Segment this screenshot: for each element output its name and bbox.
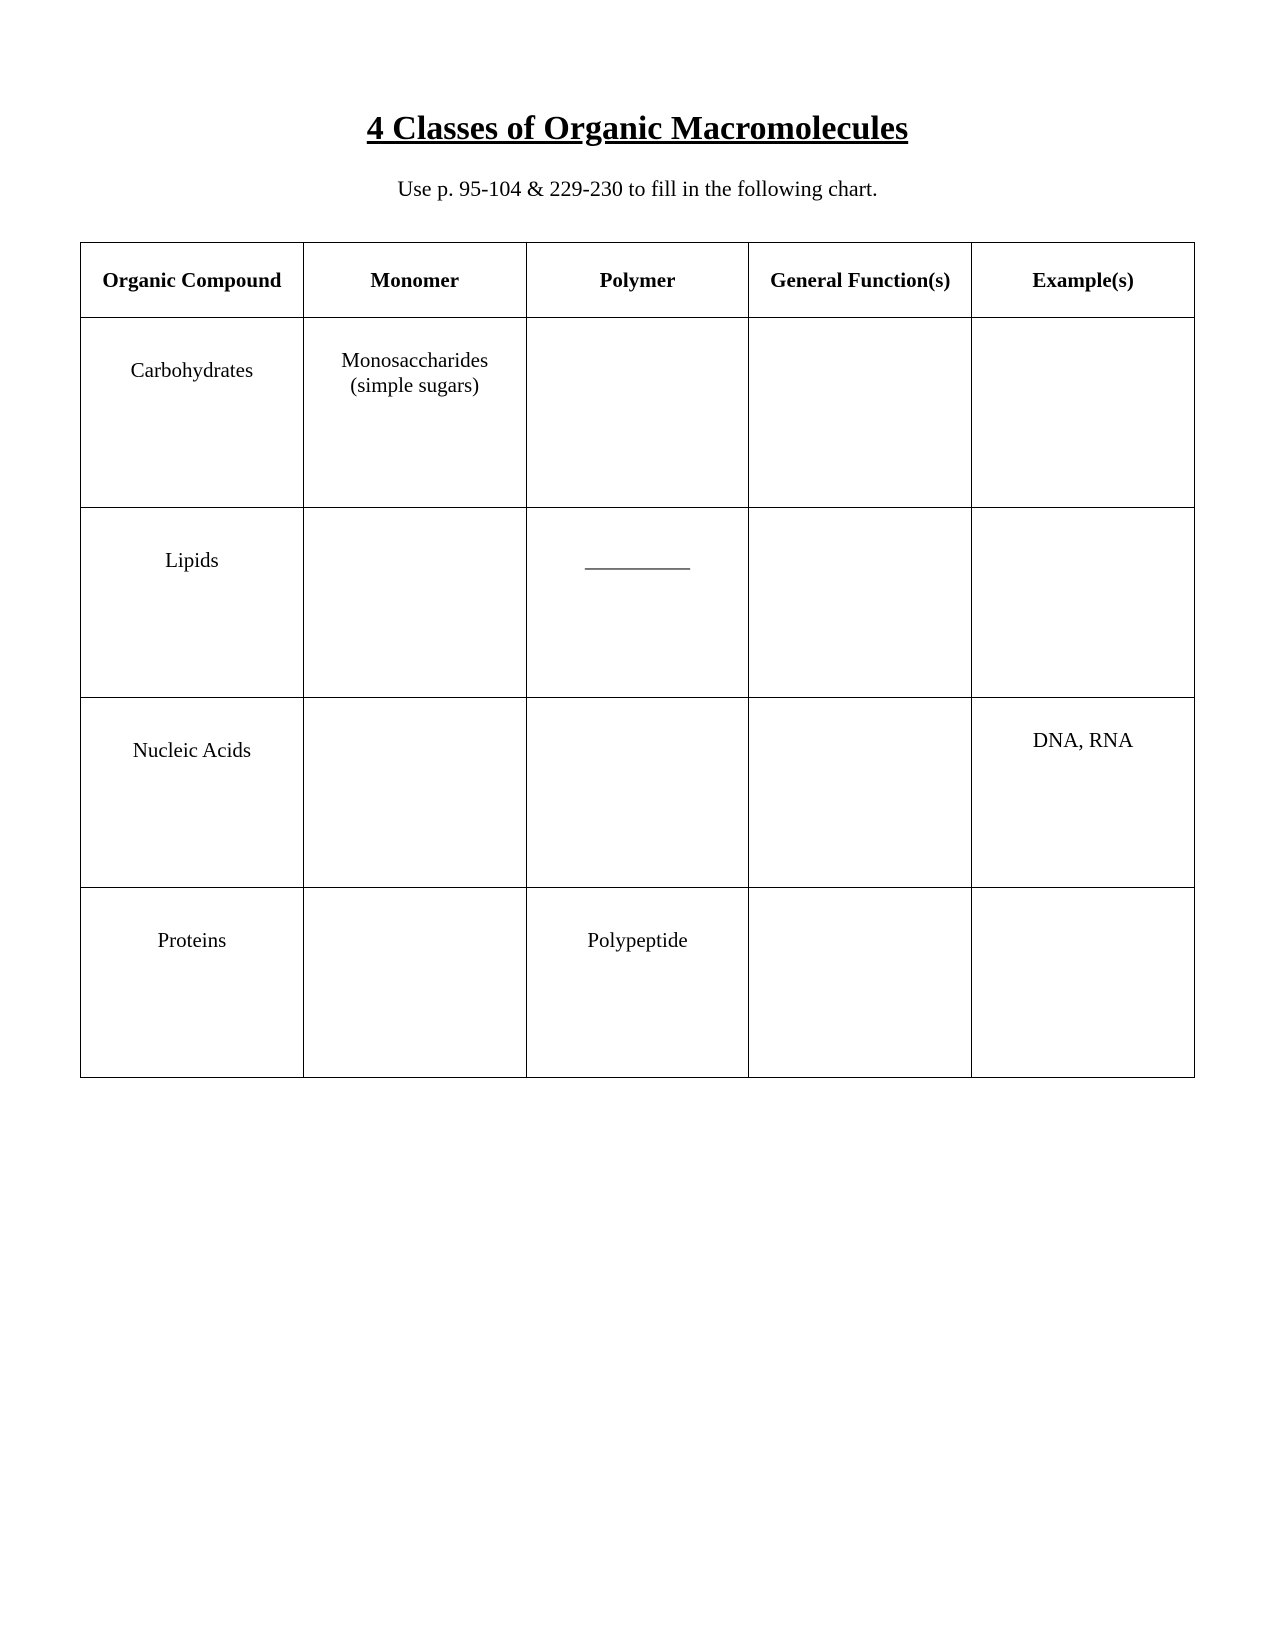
cell-polymer: [526, 698, 749, 888]
cell-example: [972, 318, 1195, 508]
col-header-monomer: Monomer: [303, 243, 526, 318]
cell-compound: Nucleic Acids: [81, 698, 304, 888]
col-header-function: General Function(s): [749, 243, 972, 318]
cell-polymer: [526, 318, 749, 508]
col-header-polymer: Polymer: [526, 243, 749, 318]
cell-polymer: __________: [526, 508, 749, 698]
cell-function: [749, 318, 972, 508]
table-header-row: Organic Compound Monomer Polymer General…: [81, 243, 1195, 318]
macromolecules-table: Organic Compound Monomer Polymer General…: [80, 242, 1195, 1078]
page-subtitle: Use p. 95-104 & 229-230 to fill in the f…: [80, 176, 1195, 202]
cell-polymer: Polypeptide: [526, 888, 749, 1078]
cell-example: DNA, RNA: [972, 698, 1195, 888]
col-header-compound: Organic Compound: [81, 243, 304, 318]
cell-compound: Lipids: [81, 508, 304, 698]
cell-compound: Carbohydrates: [81, 318, 304, 508]
table-row: Carbohydrates Monosaccharides (simple su…: [81, 318, 1195, 508]
table-row: Proteins Polypeptide: [81, 888, 1195, 1078]
cell-monomer: [303, 698, 526, 888]
cell-function: [749, 508, 972, 698]
table-row: Nucleic Acids DNA, RNA: [81, 698, 1195, 888]
cell-monomer: [303, 888, 526, 1078]
cell-monomer: [303, 508, 526, 698]
cell-function: [749, 888, 972, 1078]
cell-example: [972, 508, 1195, 698]
cell-compound: Proteins: [81, 888, 304, 1078]
cell-function: [749, 698, 972, 888]
cell-example: [972, 888, 1195, 1078]
col-header-example: Example(s): [972, 243, 1195, 318]
table-row: Lipids __________: [81, 508, 1195, 698]
page-title: 4 Classes of Organic Macromolecules: [80, 110, 1195, 148]
cell-monomer: Monosaccharides (simple sugars): [303, 318, 526, 508]
